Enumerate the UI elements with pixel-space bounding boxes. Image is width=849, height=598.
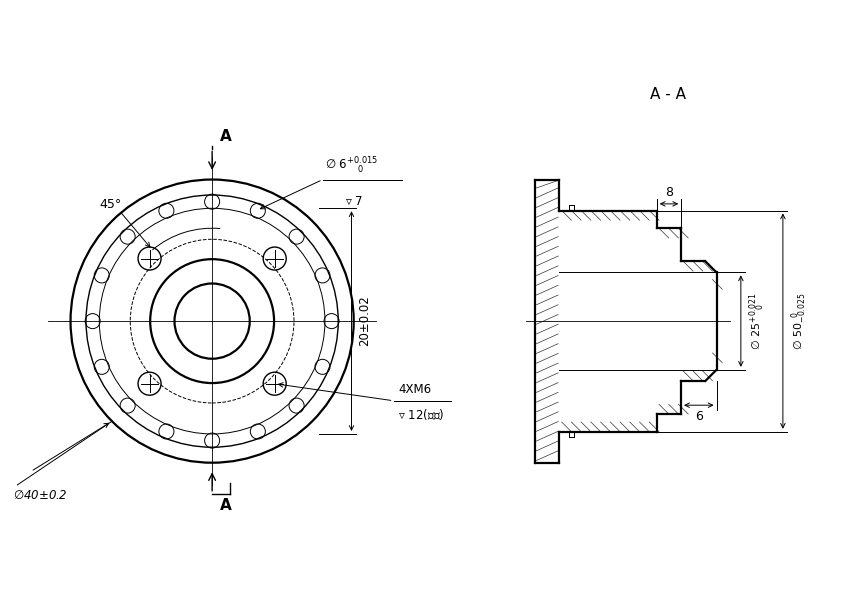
Text: $\triangledown$ 12(螺纹): $\triangledown$ 12(螺纹) [398,407,445,422]
Text: $\varnothing$40±0.2: $\varnothing$40±0.2 [13,489,68,502]
Text: 4XM6: 4XM6 [398,383,431,396]
Text: 20±0.02: 20±0.02 [358,296,371,346]
Text: A: A [220,498,231,513]
Text: $\varnothing$ $6^{+0.015}_{\ \ \ \ 0}$: $\varnothing$ $6^{+0.015}_{\ \ \ \ 0}$ [325,156,378,176]
Text: A: A [220,129,231,144]
Text: 8: 8 [665,185,673,199]
Text: 6: 6 [694,410,703,423]
Text: $\triangledown$ 7: $\triangledown$ 7 [345,195,363,208]
Text: $\varnothing$ 50$^{\ \ 0}_{-0.025}$: $\varnothing$ 50$^{\ \ 0}_{-0.025}$ [790,292,809,350]
Text: $\varnothing$ 25$^{+0.021}_{\ \ \ \ \ 0}$: $\varnothing$ 25$^{+0.021}_{\ \ \ \ \ 0}… [747,292,767,350]
Text: A - A: A - A [649,87,686,102]
Text: 45°: 45° [99,197,121,210]
